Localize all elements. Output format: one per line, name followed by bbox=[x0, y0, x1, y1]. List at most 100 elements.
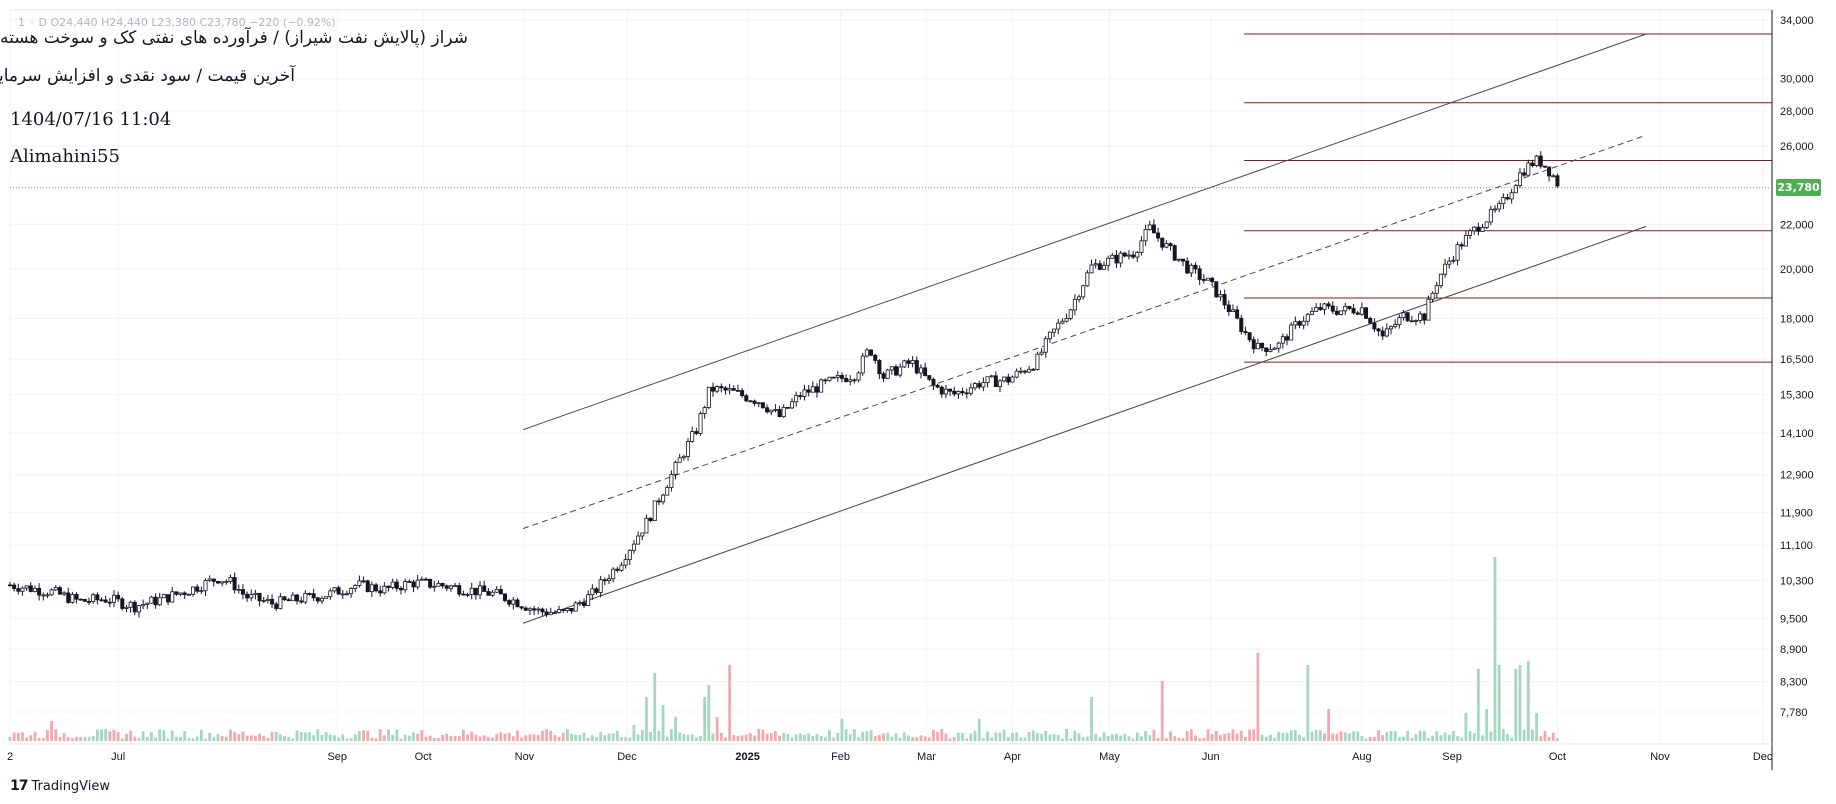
candle-body bbox=[931, 378, 936, 386]
volume-bar bbox=[1256, 653, 1260, 741]
candle-body bbox=[1451, 259, 1456, 262]
candle-body bbox=[1339, 310, 1344, 315]
candle-body bbox=[906, 360, 911, 364]
y-tick-label: 28,000 bbox=[1780, 106, 1814, 118]
candle-body bbox=[1413, 320, 1418, 322]
candle-body bbox=[469, 587, 474, 595]
candle-body bbox=[78, 598, 83, 601]
volume-bar bbox=[865, 731, 869, 741]
candle-body bbox=[1193, 264, 1198, 270]
y-tick-label: 15,300 bbox=[1780, 390, 1814, 402]
candle-body bbox=[910, 360, 915, 364]
candle-body bbox=[602, 579, 607, 582]
y-tick-label: 12,900 bbox=[1780, 470, 1814, 482]
candle-body bbox=[1260, 342, 1265, 349]
candle-body bbox=[519, 606, 524, 609]
candle-body bbox=[527, 608, 532, 611]
candle-body bbox=[1222, 294, 1227, 306]
candle-body bbox=[303, 593, 308, 603]
candle-body bbox=[1176, 258, 1181, 261]
candle-body bbox=[57, 587, 62, 595]
candle-body bbox=[606, 578, 611, 582]
volume-bar bbox=[1410, 738, 1414, 741]
x-tick-label: Aug bbox=[1352, 751, 1372, 763]
candle-body bbox=[344, 593, 349, 596]
volume-bar bbox=[1227, 733, 1231, 741]
candle-body bbox=[1526, 162, 1531, 176]
candle-body bbox=[261, 600, 266, 602]
volume-bar bbox=[441, 735, 445, 741]
volume-bar bbox=[782, 732, 786, 741]
volume-bar bbox=[948, 738, 952, 741]
volume-bar bbox=[353, 734, 357, 741]
volume-bar bbox=[37, 737, 41, 741]
volume-bar bbox=[416, 733, 420, 741]
volume-bar bbox=[1551, 732, 1555, 741]
volume-bar bbox=[1556, 738, 1559, 741]
volume-bar bbox=[1306, 665, 1310, 741]
candle-body bbox=[103, 599, 108, 603]
x-tick-label: May bbox=[1099, 751, 1120, 763]
candle-body bbox=[386, 585, 391, 588]
price-axis: 34,000 30,000 28,000 26,000 22,000 20,000 18,0… bbox=[1771, 10, 1814, 770]
volume-bar bbox=[166, 738, 170, 741]
volume-bar bbox=[628, 737, 632, 741]
volume-bar bbox=[524, 735, 528, 741]
volume-bar bbox=[682, 734, 686, 741]
candle-body bbox=[1114, 254, 1119, 264]
volume-bar bbox=[611, 733, 615, 741]
volume-bar bbox=[478, 736, 482, 741]
volume-bar bbox=[1522, 729, 1526, 741]
tradingview-logo-icon: 17 bbox=[10, 778, 29, 794]
candle-body bbox=[881, 373, 886, 379]
candle-body bbox=[423, 578, 428, 581]
volume-bar bbox=[807, 733, 811, 741]
volume-bar bbox=[1244, 737, 1247, 741]
ohlc-readout: 1 ◦ D O24,440 H24,440 L23,380 C23,780 −2… bbox=[18, 16, 336, 29]
candle-body bbox=[116, 594, 121, 600]
volume-bar bbox=[162, 730, 166, 741]
volume-bar bbox=[366, 730, 370, 741]
volume-bar bbox=[940, 729, 944, 741]
volume-bar bbox=[1481, 735, 1484, 741]
candle-body bbox=[1542, 165, 1547, 168]
volume-bar bbox=[890, 736, 894, 741]
candle-body bbox=[1218, 294, 1223, 298]
candle-body bbox=[989, 375, 994, 378]
candle-body bbox=[278, 596, 283, 609]
candle-body bbox=[740, 390, 745, 397]
volume-bar bbox=[1036, 732, 1039, 741]
volume-bar bbox=[669, 729, 673, 741]
volume-bar bbox=[761, 729, 765, 741]
candle-body bbox=[981, 382, 986, 388]
candle-body bbox=[839, 375, 844, 379]
volume-bar bbox=[29, 735, 33, 741]
candle-body bbox=[1064, 318, 1069, 322]
candle-body bbox=[415, 579, 420, 588]
volume-bar bbox=[179, 736, 182, 741]
volume-bar bbox=[1202, 737, 1206, 741]
candle-body bbox=[236, 589, 241, 591]
volume-bar bbox=[869, 730, 873, 741]
volume-bar bbox=[520, 737, 524, 741]
candlesticks bbox=[7, 151, 1560, 618]
volume-bar bbox=[744, 734, 748, 741]
candle-body bbox=[74, 594, 79, 600]
volume-bar bbox=[749, 733, 752, 741]
channel-line-upper bbox=[522, 33, 1647, 431]
tradingview-brand[interactable]: 17 TradingView bbox=[10, 778, 110, 794]
candle-body bbox=[186, 593, 191, 596]
candle-body bbox=[245, 593, 250, 599]
volume-bar bbox=[1485, 709, 1489, 741]
candle-body bbox=[361, 580, 366, 583]
volume-bar bbox=[245, 735, 249, 741]
candle-body bbox=[744, 395, 749, 402]
candle-body bbox=[848, 379, 853, 382]
volume-bar bbox=[249, 735, 253, 741]
candle-body bbox=[1085, 272, 1090, 287]
candle-body bbox=[203, 580, 208, 592]
volume-bar bbox=[811, 736, 815, 741]
volume-bar bbox=[1348, 733, 1351, 741]
volume-bar bbox=[241, 731, 245, 741]
